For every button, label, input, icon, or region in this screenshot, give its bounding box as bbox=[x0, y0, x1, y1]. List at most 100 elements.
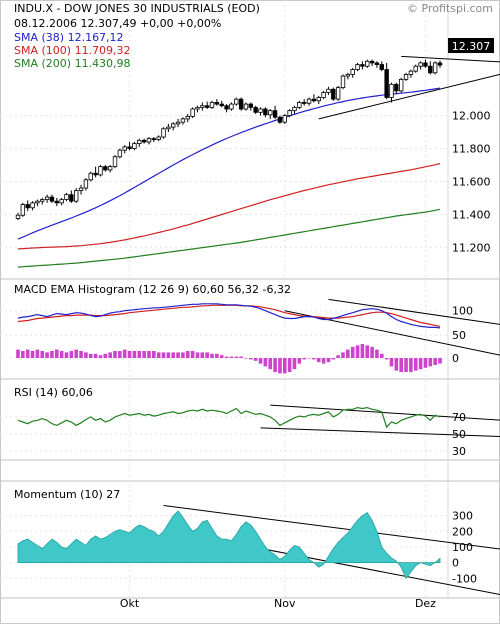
candle-body bbox=[20, 204, 26, 216]
hist-bar bbox=[45, 352, 49, 358]
hist-bar bbox=[287, 358, 292, 372]
price-tick-label: 11.600 bbox=[452, 175, 491, 188]
price-trendline bbox=[401, 55, 500, 63]
hist-bar bbox=[195, 352, 200, 358]
hist-bar bbox=[147, 351, 151, 358]
momentum-tick-label: 100 bbox=[452, 541, 473, 554]
candle-body bbox=[355, 64, 360, 70]
candle-body bbox=[93, 172, 98, 176]
candles bbox=[15, 59, 443, 221]
header-title: INDU.X - DOW JONES 30 INDUSTRIALS (EOD) bbox=[14, 2, 260, 15]
candle-body bbox=[40, 199, 45, 202]
candle-body bbox=[64, 194, 69, 200]
hist-bar bbox=[336, 355, 340, 358]
candle-body bbox=[204, 105, 210, 108]
candle-body bbox=[195, 106, 200, 110]
hist-bar bbox=[50, 351, 54, 358]
candle-body bbox=[282, 115, 287, 123]
hist-bar bbox=[98, 355, 103, 358]
candle-body bbox=[175, 121, 181, 125]
x-tick-label: Okt bbox=[120, 597, 140, 610]
hist-bar bbox=[404, 358, 408, 372]
candle-body bbox=[418, 62, 423, 67]
hist-bar bbox=[185, 351, 190, 358]
hist-bar bbox=[74, 349, 79, 358]
candle-body bbox=[234, 98, 239, 105]
candle-body bbox=[306, 98, 312, 104]
hist-bar bbox=[224, 356, 229, 358]
candle-body bbox=[122, 146, 127, 151]
candle-body bbox=[311, 98, 317, 102]
hist-bar bbox=[16, 349, 20, 358]
candle-body bbox=[369, 60, 375, 64]
hist-bar bbox=[69, 351, 74, 358]
hist-bar bbox=[375, 349, 379, 358]
candle-body bbox=[171, 123, 176, 128]
candle-body bbox=[423, 62, 428, 67]
rsi-line bbox=[17, 406, 441, 429]
macd-trendline bbox=[284, 310, 500, 356]
hist-bar bbox=[258, 358, 263, 364]
candle-body bbox=[35, 200, 40, 204]
hist-bar bbox=[210, 353, 214, 358]
series bbox=[16, 87, 442, 580]
hist-bar bbox=[307, 358, 311, 359]
hist-bar bbox=[181, 352, 185, 358]
hist-bar bbox=[360, 344, 365, 358]
candle-body bbox=[248, 103, 254, 108]
candle-body bbox=[117, 149, 123, 158]
rsi-trendline bbox=[260, 427, 500, 437]
hist-bar bbox=[428, 358, 433, 367]
candle-body bbox=[365, 60, 370, 67]
hist-bar bbox=[370, 346, 374, 358]
hist-bar bbox=[113, 351, 117, 358]
candle-body bbox=[15, 214, 21, 219]
hist-bar bbox=[21, 351, 25, 358]
candle-body bbox=[44, 196, 50, 200]
hist-bar bbox=[79, 351, 83, 358]
sma200-line bbox=[17, 208, 441, 268]
hist-bar bbox=[321, 358, 326, 364]
hist-bar bbox=[331, 358, 336, 360]
momentum-tick-label: 0 bbox=[452, 557, 459, 570]
momentum-trendline bbox=[163, 504, 500, 550]
momentum-tick-label: -100 bbox=[452, 572, 477, 585]
candle-body bbox=[272, 110, 278, 118]
candle-body bbox=[229, 103, 234, 110]
tick-labels: Okt Nov Dez 12.000 11.800 11.600 11.400 11.200 1… bbox=[120, 110, 491, 610]
hist-bar bbox=[176, 352, 180, 358]
hist-bar bbox=[229, 356, 234, 358]
legend-sma200: SMA (200) 11.430,98 bbox=[14, 57, 131, 70]
momentum-area bbox=[17, 510, 441, 580]
candle-body bbox=[331, 88, 336, 100]
hist-bar bbox=[409, 358, 413, 372]
momentum-title: Momentum (10) 27 bbox=[14, 488, 120, 501]
candle-body bbox=[166, 126, 171, 130]
candle-body bbox=[340, 75, 346, 89]
hist-bar bbox=[127, 351, 132, 358]
hist-bar bbox=[142, 351, 146, 358]
sma38-line bbox=[17, 87, 441, 240]
candle-body bbox=[103, 166, 108, 171]
macd-line bbox=[17, 303, 441, 329]
hist-bar bbox=[253, 358, 258, 361]
price-tick-label: 11.400 bbox=[452, 208, 491, 221]
hist-bar bbox=[59, 351, 64, 358]
header-quote: 08.12.2006 12.307,49 +0,00 +0,00% bbox=[14, 17, 221, 30]
candle-body bbox=[345, 74, 351, 77]
candle-body bbox=[432, 62, 438, 74]
hist-bar bbox=[205, 352, 209, 358]
hist-bar bbox=[302, 358, 306, 360]
candle-body bbox=[54, 200, 60, 204]
x-tick-label: Dez bbox=[415, 597, 436, 610]
candle-body bbox=[141, 139, 147, 143]
candle-body bbox=[428, 65, 433, 74]
candle-body bbox=[59, 199, 64, 204]
candle-body bbox=[238, 98, 244, 110]
candle-body bbox=[374, 62, 380, 65]
hist-bar bbox=[365, 345, 370, 358]
hist-bar bbox=[30, 351, 35, 358]
candle-body bbox=[180, 118, 186, 123]
candle-body bbox=[263, 108, 268, 116]
